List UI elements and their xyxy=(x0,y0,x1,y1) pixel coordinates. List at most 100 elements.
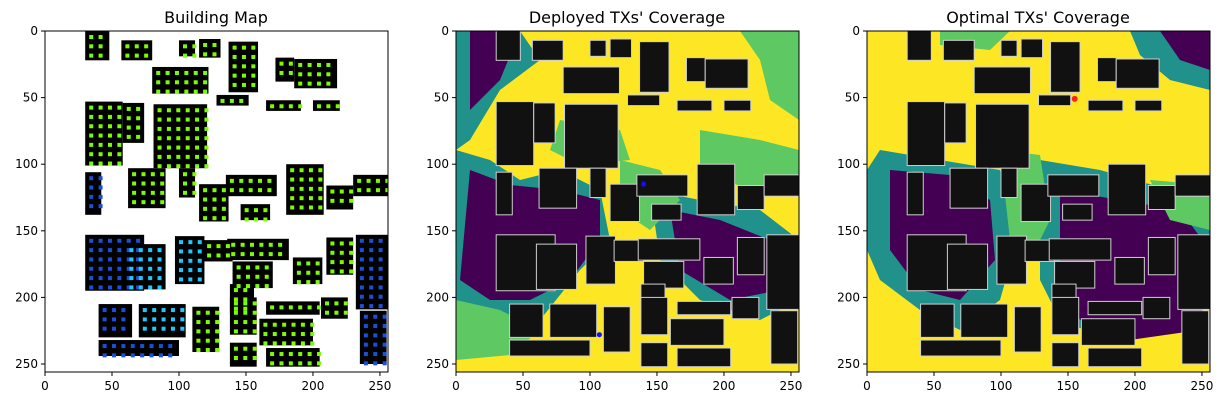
building xyxy=(1114,256,1145,285)
marker-dot xyxy=(102,326,107,331)
marker-dot xyxy=(166,126,171,131)
marker-dot xyxy=(140,344,145,349)
marker-dot xyxy=(221,188,226,193)
marker-dot xyxy=(192,190,197,195)
marker-dot xyxy=(270,361,275,366)
y-tick-label: 100 xyxy=(837,157,860,171)
marker-dot xyxy=(339,198,344,203)
building xyxy=(326,185,354,210)
marker-dot xyxy=(326,62,331,67)
building xyxy=(259,318,313,346)
building xyxy=(1087,99,1124,112)
marker-dot xyxy=(307,62,312,67)
marker-dot xyxy=(185,164,190,169)
marker-dot xyxy=(215,320,220,325)
marker-dot xyxy=(125,53,130,58)
x-tick-label: 150 xyxy=(646,379,669,393)
building xyxy=(495,171,513,216)
marker-dot xyxy=(125,44,130,49)
marker-dot xyxy=(134,44,139,49)
building xyxy=(589,167,607,199)
x-tick-label: 250 xyxy=(1191,379,1214,393)
marker-dot xyxy=(136,266,141,271)
marker-dot xyxy=(204,117,209,122)
marker-dot xyxy=(197,258,202,263)
x-axis: 0 50 100 150 200 250 xyxy=(41,372,391,393)
marker-dot xyxy=(89,142,94,147)
marker-dot xyxy=(157,136,162,141)
marker-dot xyxy=(282,322,287,327)
building xyxy=(1000,39,1018,57)
marker-dot xyxy=(359,238,364,243)
building xyxy=(639,41,670,93)
x-tick-label: 250 xyxy=(780,379,803,393)
marker-dot xyxy=(245,274,250,279)
marker-dot xyxy=(308,196,313,201)
marker-dot xyxy=(205,338,210,343)
marker-dot xyxy=(248,188,253,193)
marker-dot xyxy=(375,188,380,193)
marker-dot xyxy=(129,248,134,253)
marker-dot xyxy=(359,285,364,290)
marker-dot xyxy=(136,248,141,253)
marker-dot xyxy=(359,304,364,309)
building xyxy=(696,163,736,216)
marker-dot xyxy=(111,317,116,322)
marker-dot xyxy=(117,124,122,129)
marker-dot xyxy=(212,52,217,57)
marker-dot xyxy=(126,125,131,130)
marker-dot xyxy=(129,257,134,262)
building xyxy=(1013,306,1042,353)
marker-dot xyxy=(316,62,321,67)
marker-dot xyxy=(339,241,344,246)
building xyxy=(627,94,661,107)
marker-dot xyxy=(132,172,137,177)
marker-dot xyxy=(107,152,112,157)
marker-dot xyxy=(318,177,323,182)
marker-dot xyxy=(244,208,249,213)
marker-dot xyxy=(152,317,157,322)
marker-dot xyxy=(136,285,141,290)
marker-dot xyxy=(185,145,190,150)
marker-dot xyxy=(363,324,368,329)
marker-dot xyxy=(212,188,217,193)
marker-dot xyxy=(136,276,141,281)
marker-dot xyxy=(157,164,162,169)
marker-dot xyxy=(176,108,181,113)
marker-dot xyxy=(282,332,287,337)
marker-dot xyxy=(252,320,257,325)
marker-dot xyxy=(168,353,173,358)
y-tick-label: 50 xyxy=(23,91,38,105)
marker-dot xyxy=(176,164,181,169)
marker-dot xyxy=(178,240,183,245)
building xyxy=(275,57,295,82)
marker-dot xyxy=(369,276,374,281)
marker-dot xyxy=(89,248,94,253)
marker-dot xyxy=(382,314,387,319)
x-tick-label: 0 xyxy=(452,379,460,393)
marker-dot xyxy=(176,126,181,131)
building xyxy=(609,183,641,222)
marker-dot xyxy=(89,105,94,110)
marker-dot xyxy=(349,250,354,255)
marker-dot xyxy=(203,188,208,193)
panel-building-map: Building Map 0 50 100 150 200 250 0 50 100 150 20… xyxy=(15,8,391,393)
marker-dot xyxy=(310,332,315,337)
marker-dot xyxy=(102,353,107,358)
marker-dot xyxy=(236,284,241,289)
y-tick-label: 200 xyxy=(837,290,860,304)
marker-dot xyxy=(89,53,94,58)
marker-dot xyxy=(102,344,107,349)
marker-dot xyxy=(197,240,202,245)
building xyxy=(153,104,208,169)
marker-dot xyxy=(148,276,153,281)
marker-dot xyxy=(170,317,175,322)
marker-dot xyxy=(121,308,126,313)
marker-dot xyxy=(165,70,170,75)
marker-dot xyxy=(373,314,378,319)
marker-dot xyxy=(89,161,94,166)
marker-dot xyxy=(378,294,383,299)
marker-dot xyxy=(241,54,246,59)
marker-dot xyxy=(212,197,217,202)
axes-frame xyxy=(44,30,389,373)
